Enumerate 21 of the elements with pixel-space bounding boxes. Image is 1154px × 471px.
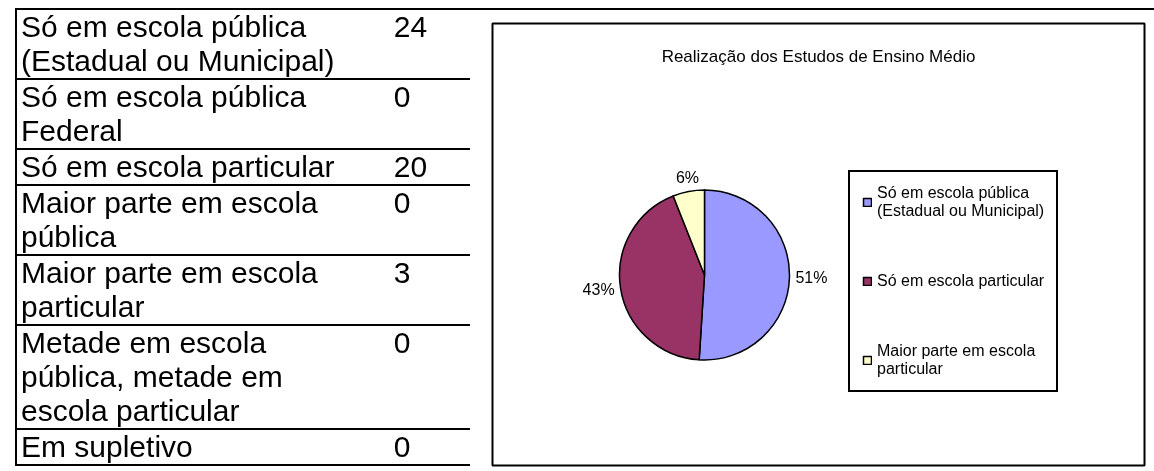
data-label: 20 (393, 149, 429, 185)
data-label: 6% (675, 168, 700, 186)
category-label: Em supletivo (20, 429, 194, 465)
data-label: 51% (795, 269, 828, 287)
data-label: 3 (393, 255, 412, 291)
category-label: Só em escola pública Federal (20, 79, 308, 149)
legend-label: Só em escola pública (Estadual ou Municipal) (877, 184, 1045, 220)
data-label: 0 (393, 79, 412, 115)
data-label: 0 (393, 429, 412, 465)
data-label: 0 (393, 185, 412, 221)
category-label: Maior parte em escola pública (20, 185, 319, 255)
category-label: Metade em escola pública, metade em escola particular (20, 325, 284, 429)
chart-title: Realização dos Estudos de Ensino Médio (661, 47, 976, 66)
category-label: Só em escola particular (20, 149, 336, 185)
data-label: 24 (393, 10, 429, 45)
category-label: Maior parte em escola particular (20, 255, 319, 325)
data-label: 0 (393, 325, 412, 361)
data-label: 43% (582, 280, 615, 298)
legend-label: Maior parte em escola particular (877, 342, 1036, 378)
legend-label: Só em escola particular (877, 272, 1045, 290)
category-label: Só em escola pública (Estadual ou Municipal) (20, 10, 336, 79)
